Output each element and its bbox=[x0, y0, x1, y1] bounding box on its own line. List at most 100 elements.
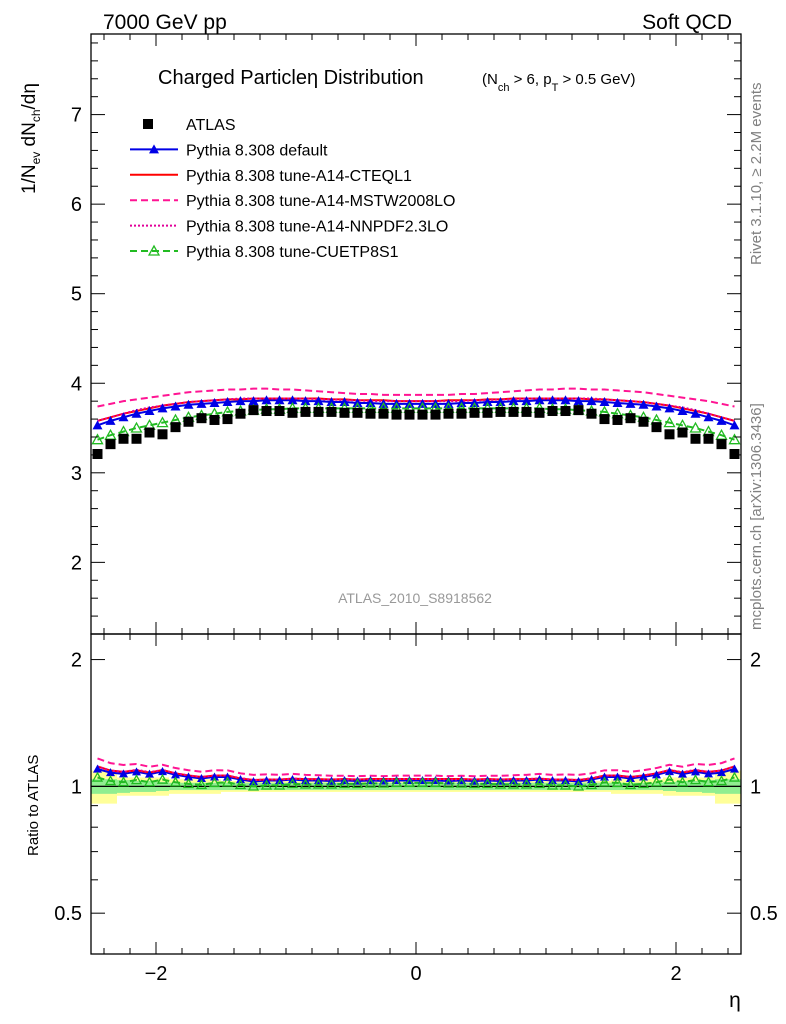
series-ratio-marker bbox=[130, 774, 143, 785]
series-marker bbox=[91, 433, 104, 445]
series-ratio-marker bbox=[429, 777, 442, 788]
series-ratio-marker bbox=[611, 777, 624, 788]
series-ratio-marker bbox=[119, 769, 128, 778]
series-marker bbox=[92, 420, 103, 430]
series-marker bbox=[547, 395, 558, 405]
data-point bbox=[287, 407, 298, 418]
series-marker bbox=[131, 408, 142, 418]
series-ratio-marker bbox=[403, 777, 416, 788]
series-marker bbox=[663, 416, 676, 428]
mcplots-label: mcplots.cern.ch [arXiv:1306.3436] bbox=[748, 403, 765, 630]
series-marker bbox=[300, 396, 311, 406]
series-ratio-marker bbox=[197, 773, 206, 783]
series-ratio-marker bbox=[143, 776, 156, 787]
analysis-watermark: ATLAS_2010_S8918562 bbox=[338, 590, 492, 606]
data-point bbox=[729, 449, 740, 459]
series-ratio-marker bbox=[312, 778, 325, 789]
series-marker bbox=[690, 408, 701, 418]
series-marker bbox=[664, 403, 675, 413]
series-line-main bbox=[97, 397, 735, 422]
series-marker bbox=[339, 397, 350, 407]
series-ratio-marker bbox=[678, 769, 687, 778]
series-marker bbox=[638, 399, 649, 409]
data-point bbox=[209, 414, 220, 425]
data-point bbox=[612, 414, 623, 425]
data-point bbox=[443, 408, 454, 419]
data-point bbox=[625, 413, 636, 424]
series-ratio-marker bbox=[691, 767, 700, 776]
series-ratio-marker bbox=[468, 778, 481, 789]
series-marker bbox=[156, 416, 169, 428]
data-point bbox=[560, 406, 571, 417]
data-markers bbox=[91, 395, 741, 791]
series-ratio-marker bbox=[234, 779, 247, 790]
ratio-tick-label-right: 1 bbox=[750, 776, 761, 798]
data-point bbox=[118, 433, 129, 444]
series-ratio-marker bbox=[650, 776, 663, 787]
series-ratio-marker bbox=[624, 779, 637, 790]
series-ratio-marker bbox=[158, 767, 167, 776]
data-point bbox=[352, 407, 363, 418]
series-line-main bbox=[97, 387, 735, 408]
series-ratio-marker bbox=[351, 778, 364, 789]
series-ratio-marker bbox=[728, 771, 741, 782]
series-ratio-marker bbox=[106, 768, 115, 777]
series-ratio-marker bbox=[325, 778, 338, 789]
series-marker bbox=[209, 397, 220, 407]
data-point bbox=[144, 427, 155, 438]
ratio-tick-label-left: 2 bbox=[71, 650, 82, 672]
data-point bbox=[131, 433, 142, 444]
series-lines bbox=[97, 387, 735, 788]
data-point bbox=[703, 433, 714, 444]
series-ratio-marker bbox=[442, 777, 455, 788]
data-point bbox=[183, 416, 194, 427]
data-point bbox=[716, 439, 727, 450]
series-marker bbox=[287, 395, 298, 405]
series-ratio-marker bbox=[338, 778, 351, 789]
series-ratio-marker bbox=[559, 779, 572, 790]
series-ratio-marker bbox=[93, 764, 102, 773]
data-point bbox=[261, 406, 272, 417]
series-marker bbox=[130, 421, 143, 433]
series-ratio-marker bbox=[195, 779, 208, 790]
y-tick-label: 7 bbox=[71, 105, 82, 127]
series-marker bbox=[326, 397, 337, 407]
ratio-panel-frame bbox=[90, 633, 742, 955]
series-marker bbox=[105, 415, 116, 425]
series-ratio-marker bbox=[104, 775, 117, 786]
category-label: Soft QCD bbox=[642, 11, 732, 34]
ratio-y-axis-label: Ratio to ATLAS bbox=[25, 755, 42, 856]
legend-marker bbox=[149, 144, 159, 154]
data-point bbox=[534, 407, 545, 418]
data-point bbox=[547, 406, 558, 417]
y-tick-label: 4 bbox=[71, 373, 82, 395]
series-ratio-marker bbox=[572, 780, 585, 791]
x-tick-label: −2 bbox=[145, 963, 168, 985]
series-ratio-marker bbox=[494, 778, 507, 789]
series-marker bbox=[599, 397, 610, 407]
series-marker bbox=[274, 395, 285, 405]
series-ratio-marker bbox=[156, 773, 169, 784]
series-ratio-marker bbox=[676, 776, 689, 787]
series-marker bbox=[703, 412, 714, 422]
series-marker bbox=[651, 401, 662, 411]
series-ratio-marker bbox=[91, 771, 104, 782]
y-tick-label: 2 bbox=[71, 552, 82, 574]
data-point bbox=[157, 429, 168, 440]
series-ratio-marker bbox=[208, 777, 221, 788]
series-ratio-marker bbox=[455, 777, 468, 788]
series-ratio-marker bbox=[416, 777, 429, 788]
energy-label: 7000 GeV pp bbox=[103, 11, 227, 34]
series-ratio-marker bbox=[652, 770, 661, 779]
series-ratio-marker bbox=[704, 769, 713, 778]
series-marker bbox=[183, 399, 194, 409]
data-point bbox=[235, 408, 246, 419]
series-ratio-marker bbox=[637, 777, 650, 789]
data-point bbox=[222, 414, 233, 425]
series-marker bbox=[248, 396, 259, 406]
series-marker bbox=[235, 396, 246, 406]
ratio-tick-label-right: 0.5 bbox=[750, 903, 778, 925]
axis-ticks: −2 0 2 2 3 4 5 6 7 0.5 0.5 1 1 2 2 bbox=[54, 34, 778, 985]
series-marker bbox=[625, 398, 636, 408]
